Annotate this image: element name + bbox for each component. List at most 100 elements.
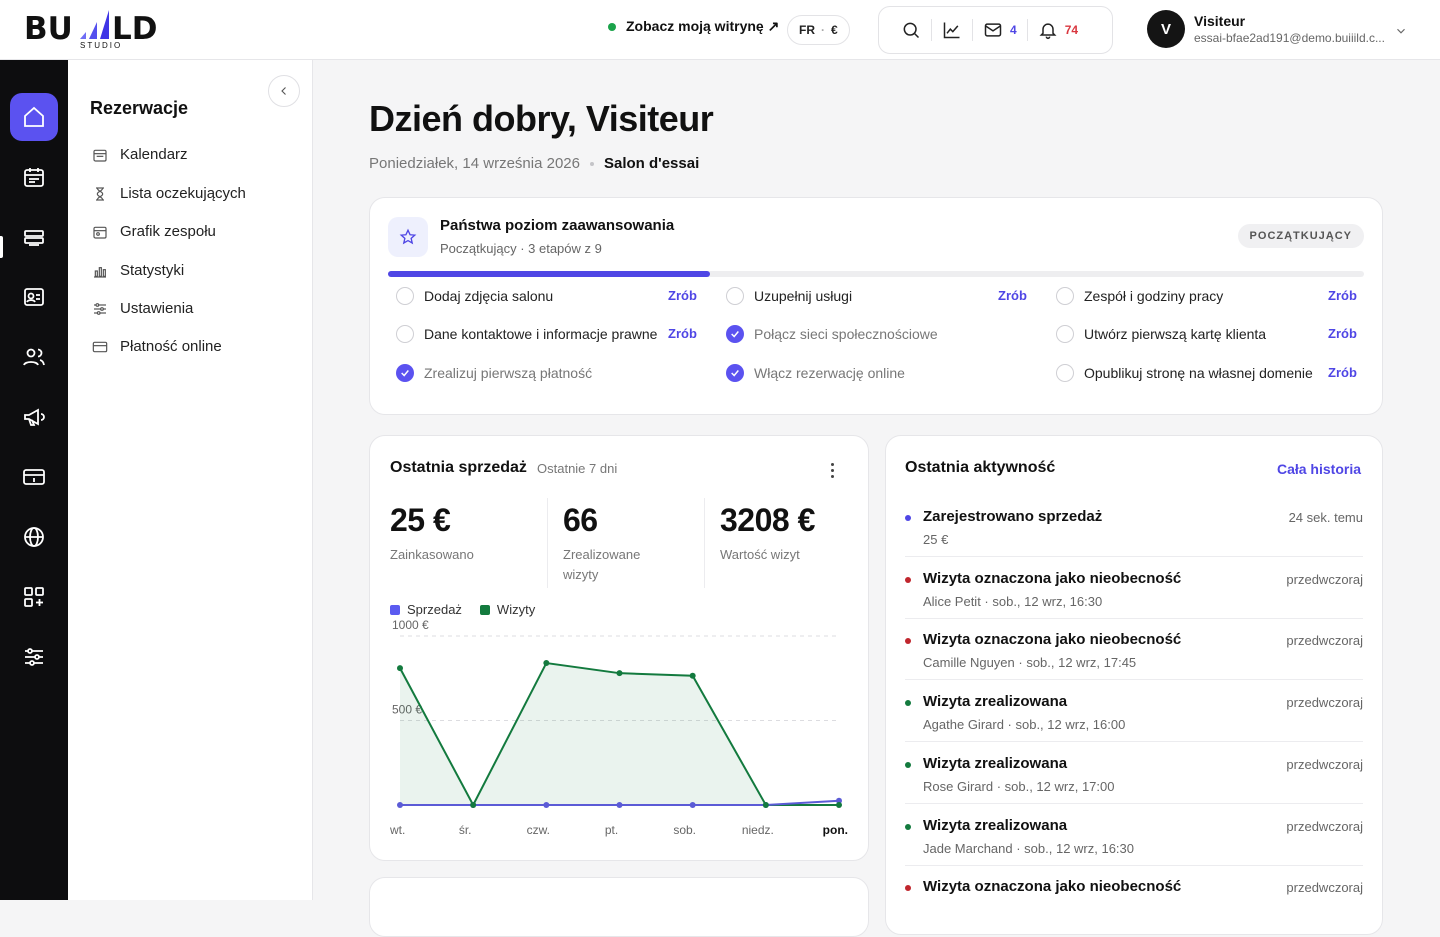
data-point-visits	[397, 665, 403, 672]
onboarding-task[interactable]: Dodaj zdjęcia salonu	[396, 287, 553, 305]
messages-button[interactable]: 4	[973, 6, 1027, 54]
do-task-button[interactable]: Zrób	[668, 288, 697, 303]
onboarding-task[interactable]: Opublikuj stronę na własnej domenie	[1056, 364, 1313, 382]
do-task-button[interactable]: Zrób	[1328, 365, 1357, 380]
activity-detail: Agathe Girard · sob., 12 wrz, 16:00	[923, 717, 1126, 733]
chevron-down-icon[interactable]	[1394, 24, 1408, 38]
credit-card-icon	[92, 341, 108, 352]
activity-item[interactable]: Wizyta zrealizowana Rose Girard · sob., 1…	[905, 755, 1363, 805]
x-tick-label: pt.	[605, 823, 618, 837]
sales-more-button[interactable]	[822, 458, 842, 482]
task-label: Zrealizuj pierwszą płatność	[424, 365, 593, 381]
legend-item-sales: Sprzedaż	[390, 602, 462, 617]
activity-item[interactable]: Wizyta oznaczona jako nieobecność Camille…	[905, 631, 1363, 681]
top-bar: BU LD STUDIO Zobacz moją witrynę ↗ FR · € …	[0, 0, 1440, 60]
do-task-button[interactable]: Zrób	[998, 288, 1027, 303]
online-status-dot	[608, 22, 616, 31]
svg-text:BU: BU	[24, 11, 73, 47]
rail-register[interactable]	[10, 453, 58, 501]
rail-settings[interactable]	[10, 633, 58, 681]
task-label: Uzupełnij usługi	[754, 288, 853, 304]
divider	[905, 617, 1363, 619]
rail-apps[interactable]	[10, 573, 58, 621]
nav-item-calendar[interactable]: Kalendarz	[92, 146, 188, 163]
activity-title: Wizyta oznaczona jako nieobecność	[923, 631, 1182, 649]
activity-detail: 25 €	[923, 532, 949, 547]
task-label: Zespół i godziny pracy	[1084, 288, 1224, 304]
stat-collected: 25 € Zainkasowano	[390, 502, 540, 565]
rail-clients[interactable]	[10, 273, 58, 321]
empty-circle-icon	[1056, 325, 1074, 343]
do-task-button[interactable]: Zrób	[1328, 326, 1357, 341]
section-nav: Rezerwacje Kalendarz Lista oczekujących …	[68, 60, 313, 900]
nav-item-label: Statystyki	[120, 262, 185, 279]
user-menu[interactable]: V Visiteur essai-bfae2ad191@demo.buiiild…	[1147, 10, 1385, 48]
empty-circle-icon	[726, 287, 744, 305]
nav-item-team-schedule[interactable]: Grafik zespołu	[92, 223, 216, 240]
onboarding-task[interactable]: Włącz rezerwację online	[726, 364, 905, 382]
data-point-visits	[762, 802, 769, 808]
activity-item[interactable]: Wizyta zrealizowana Agathe Girard · sob.,…	[905, 693, 1363, 743]
globe-icon	[24, 527, 44, 547]
nav-item-statistics[interactable]: Statystyki	[92, 262, 184, 279]
bell-icon	[1039, 23, 1057, 40]
activity-item[interactable]: Wizyta oznaczona jako nieobecność Alice P…	[905, 570, 1363, 620]
activity-detail: Jade Marchand · sob., 12 wrz, 16:30	[923, 840, 1135, 856]
schedule-icon	[93, 226, 107, 239]
search-button[interactable]	[891, 6, 931, 54]
onboarding-task[interactable]: Dane kontaktowe i informacje prawne	[396, 325, 657, 343]
analytics-button[interactable]	[932, 6, 972, 54]
icon-rail	[0, 60, 68, 900]
nav-item-online-payment[interactable]: Płatność online	[92, 338, 222, 355]
x-tick-label: śr.	[459, 823, 472, 837]
logo[interactable]: BU LD STUDIO	[24, 8, 184, 52]
level-subtitle: Początkujący · 3 etapów z 9	[440, 241, 602, 256]
divider	[905, 556, 1363, 557]
language-currency-selector[interactable]: FR · €	[787, 15, 850, 45]
notifications-button[interactable]: 74	[1028, 6, 1088, 54]
onboarding-task[interactable]: Zespół i godziny pracy	[1056, 287, 1223, 305]
nav-item-label: Ustawienia	[120, 300, 194, 317]
data-point-visits	[543, 660, 550, 667]
divider	[905, 802, 1363, 804]
activity-item[interactable]: Wizyta zrealizowana Jade Marchand · sob.,…	[905, 817, 1363, 867]
activity-item[interactable]: Wizyta oznaczona jako nieobecność przedwc…	[905, 878, 1363, 928]
rail-marketing[interactable]	[10, 393, 58, 441]
next-card	[369, 877, 869, 937]
do-task-button[interactable]: Zrób	[668, 326, 697, 341]
nav-item-waitlist[interactable]: Lista oczekujących	[92, 185, 246, 202]
hourglass-icon	[96, 186, 104, 201]
activity-time: przedwczoraj	[1286, 818, 1363, 834]
svg-text:LD: LD	[112, 11, 158, 47]
rail-home[interactable]	[10, 93, 58, 141]
activity-title: Wizyta oznaczona jako nieobecność	[923, 878, 1182, 896]
rail-team[interactable]	[10, 333, 58, 381]
rail-calendar[interactable]	[10, 153, 58, 201]
users-icon	[23, 348, 45, 366]
nav-item-settings[interactable]: Ustawienia	[92, 300, 193, 317]
visits-area	[400, 663, 839, 805]
data-point-sales	[616, 802, 623, 808]
do-task-button[interactable]: Zrób	[1328, 288, 1357, 303]
onboarding-task[interactable]: Zrealizuj pierwszą płatność	[396, 364, 592, 382]
onboarding-task[interactable]: Połącz sieci społecznościowe	[726, 325, 938, 343]
onboarding-task[interactable]: Uzupełnij usługi	[726, 287, 852, 305]
collapse-sidebar-button[interactable]	[268, 75, 300, 107]
task-label: Połącz sieci społecznościowe	[754, 326, 938, 342]
data-point-visits	[689, 672, 696, 679]
activity-item[interactable]: Zarejestrowano sprzedaż 25 € 24 sek. temu	[905, 508, 1363, 558]
page-subtitle: Poniedziałek, 14 września 2026 Salon d'e…	[369, 155, 699, 172]
activity-title: Zarejestrowano sprzedaż	[923, 508, 1103, 525]
data-point-visits	[836, 802, 842, 808]
task-label: Opublikuj stronę na własnej domenie	[1084, 365, 1313, 381]
bar-chart-icon	[94, 266, 106, 278]
divider	[905, 679, 1363, 681]
full-history-link[interactable]: Cała historia	[1276, 461, 1361, 477]
view-site-link[interactable]: Zobacz moją witrynę ↗	[608, 18, 779, 35]
rail-stack[interactable]	[10, 213, 58, 261]
activity-detail: Rose Girard · sob., 12 wrz, 17:00	[923, 778, 1115, 794]
activity-status-dot	[905, 638, 911, 645]
onboarding-task[interactable]: Utwórz pierwszą kartę klienta	[1056, 325, 1266, 343]
activity-status-dot	[905, 823, 911, 830]
rail-website[interactable]	[10, 513, 58, 561]
